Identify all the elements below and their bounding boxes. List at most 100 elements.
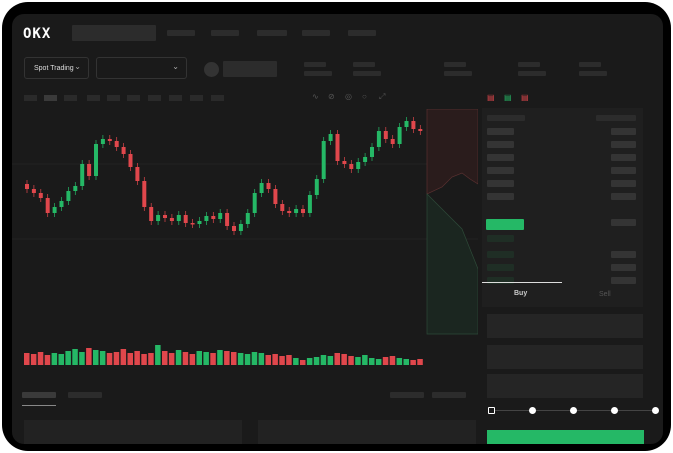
filter[interactable] [432,392,466,398]
total-input[interactable] [487,374,643,398]
candle [307,195,312,213]
timeframe-button[interactable] [148,95,161,101]
buy-button[interactable] [487,430,644,444]
sell-tab[interactable]: Sell [599,291,611,298]
volume-bar [217,350,223,365]
filter[interactable] [390,392,424,398]
candle [59,201,64,207]
search-bar[interactable] [72,25,156,41]
volume-bar [168,353,175,365]
chevron-down-icon: ⌄ [74,62,81,71]
volume-bar [86,348,92,365]
candle [45,198,50,213]
ask-price[interactable] [487,154,514,161]
ask-price[interactable] [487,180,514,187]
nav-item[interactable] [348,30,376,36]
volume-bar [175,350,182,365]
circle-icon[interactable]: ○ [362,92,367,101]
spot-trading-dropdown[interactable]: Spot Trading ⌄ [24,57,89,79]
bid-price[interactable] [487,251,514,258]
slider-step[interactable] [488,407,495,414]
volume-bar [313,357,320,365]
pen-icon[interactable]: ⊘ [328,92,335,101]
stat-value [518,71,546,76]
volume-bar [237,353,244,365]
nav-item[interactable] [257,30,287,36]
volume-bar [72,349,78,365]
expand-icon[interactable]: ⤢ [379,92,386,101]
timeframe-button[interactable] [190,95,203,101]
timeframe-button[interactable] [169,95,182,101]
buy-tab[interactable]: Buy [514,290,528,297]
slider-step[interactable] [570,407,577,414]
candle [232,226,236,231]
ask-price[interactable] [487,193,514,200]
volume-bar [79,352,85,365]
tab-orders[interactable] [22,392,56,398]
timeframe-button[interactable] [107,95,120,101]
ask-price[interactable] [487,141,514,148]
volume-bar [106,353,113,365]
timeframe-button[interactable] [24,95,37,101]
volume-bar [389,356,396,365]
bid-price[interactable] [487,264,514,271]
price-header [487,115,525,121]
volume-bar [362,355,368,365]
nav-item[interactable] [302,30,330,36]
orderbook-both-icon[interactable]: ▤ [487,93,495,102]
volume-bar [327,356,334,365]
bid-amount [611,251,636,258]
bid-price[interactable] [487,277,514,284]
slider-step[interactable] [611,407,618,414]
volume-bar [272,354,278,365]
buy-underline [482,282,562,283]
orderbook-bids-icon[interactable]: ▤ [504,93,512,102]
slider-step[interactable] [652,407,659,414]
candle [87,164,92,176]
order-book [482,108,643,307]
stat-value [304,71,332,76]
bid-amount [611,264,636,271]
buy-sell-tabs: Buy Sell [482,282,643,302]
timeframe-button[interactable] [87,95,100,101]
timeframe-button[interactable] [44,95,57,101]
bid-amount [611,277,636,284]
amount-input[interactable] [487,345,643,369]
candle [252,193,257,213]
slider-step[interactable] [529,407,536,414]
pair-dropdown[interactable]: ⌄ [96,57,187,79]
timeframe-button[interactable] [211,95,224,101]
bid-price[interactable] [487,235,514,242]
nav-item[interactable] [167,30,195,36]
orderbook-asks-icon[interactable]: ▤ [521,93,529,102]
ask-price[interactable] [487,128,514,135]
spot-trading-label: Spot Trading [34,64,74,72]
volume-bar [162,351,168,365]
nav-item[interactable] [211,30,239,36]
price-input[interactable] [487,314,643,338]
candle [107,139,112,141]
timeframe-button[interactable] [127,95,140,101]
mark-price [611,219,636,226]
candle [328,134,333,141]
ask-amount [611,154,636,161]
tab-history[interactable] [68,392,102,398]
volume-bar [355,357,361,365]
candle [31,189,36,193]
stat-value [353,71,381,76]
volume-bar [134,351,140,365]
timeframe-button[interactable] [64,95,77,101]
ask-amount [611,128,636,135]
candle [321,141,326,179]
line-icon[interactable]: ∿ [312,92,319,101]
candle [411,121,416,129]
candle [280,204,285,211]
candlestick-chart[interactable] [12,109,478,369]
stat-value [579,71,607,76]
candle [66,191,71,201]
candle [142,181,147,207]
coin-icon [204,62,219,77]
volume-bar [258,353,265,365]
ask-price[interactable] [487,167,514,174]
circle-icon[interactable]: ◎ [345,92,352,101]
